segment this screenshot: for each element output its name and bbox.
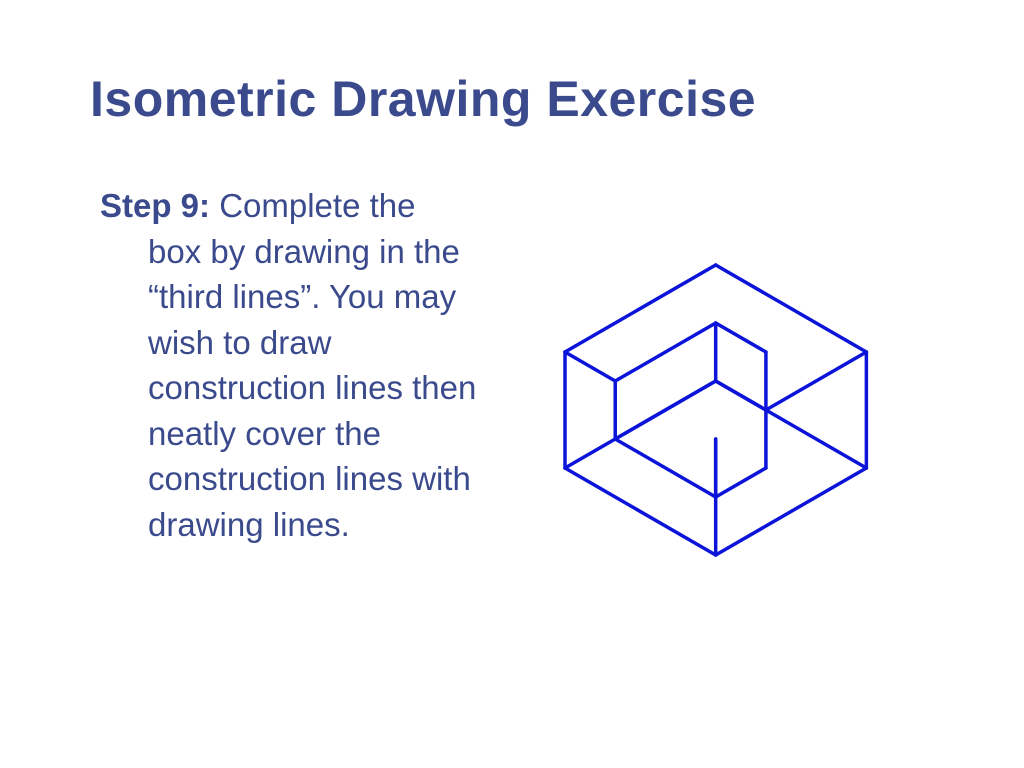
step-label: Step 9: bbox=[100, 187, 210, 224]
slide: Isometric Drawing Exercise Step 9: Compl… bbox=[0, 0, 1024, 768]
slide-title: Isometric Drawing Exercise bbox=[90, 70, 944, 128]
step-paragraph: Step 9: Complete the box by drawing in t… bbox=[100, 183, 495, 547]
content-row: Step 9: Complete the box by drawing in t… bbox=[90, 183, 944, 608]
isometric-drawing bbox=[525, 188, 945, 608]
figure-column bbox=[525, 183, 945, 608]
step-body-rest: box by drawing in the “third lines”. You… bbox=[148, 229, 495, 548]
step-body-first: Complete the bbox=[210, 187, 415, 224]
text-column: Step 9: Complete the box by drawing in t… bbox=[90, 183, 495, 547]
